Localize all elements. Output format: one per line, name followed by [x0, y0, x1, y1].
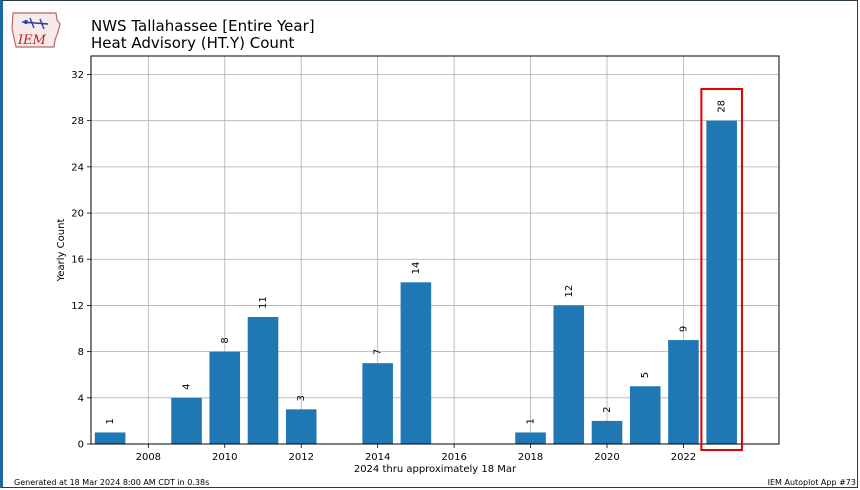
bar-value-label: 9 — [678, 326, 689, 332]
autoplot-app-label: IEM Autoplot App #73 — [767, 478, 856, 487]
bar-value-label: 11 — [258, 296, 269, 309]
iem-logo-icon: IEM — [11, 12, 61, 48]
bar-2019 — [553, 305, 585, 444]
bar-value-label: 1 — [105, 418, 116, 424]
bars — [94, 120, 737, 445]
x-tick-label: 2016 — [441, 452, 466, 463]
bar-2020 — [591, 420, 623, 444]
bar-value-label: 5 — [640, 372, 651, 378]
logo-text: IEM — [17, 33, 47, 48]
y-tick-label: 16 — [71, 255, 84, 266]
x-tick-label: 2012 — [288, 452, 313, 463]
bar-2007 — [94, 432, 126, 444]
bar-2023 — [706, 120, 737, 445]
y-axis-label: Yearly Count — [56, 219, 67, 283]
bar-2012 — [285, 409, 317, 444]
y-tick-label: 8 — [78, 347, 84, 358]
bar-value-label: 28 — [717, 100, 728, 113]
plot-area-border — [90, 55, 780, 445]
y-tick-label: 24 — [71, 162, 84, 173]
bar-2014 — [362, 363, 393, 444]
bar-value-label: 8 — [220, 337, 231, 343]
bar-value-label: 4 — [182, 383, 193, 389]
bar-value-label: 12 — [564, 285, 575, 298]
y-tick-label: 20 — [71, 209, 84, 220]
generated-timestamp: Generated at 18 Mar 2024 8:00 AM CDT in … — [14, 478, 210, 487]
x-tick-label: 2010 — [212, 452, 237, 463]
bar-2009 — [171, 397, 202, 444]
x-tick-label: 2008 — [136, 452, 161, 463]
bar-value-label: 2 — [602, 407, 613, 413]
chart-subtitle: Heat Advisory (HT.Y) Count — [91, 34, 295, 52]
bar-2015 — [400, 282, 432, 444]
x-tick-label: 2022 — [671, 452, 696, 463]
bar-2011 — [247, 316, 279, 444]
x-tick-label: 2014 — [365, 452, 390, 463]
bar-value-label: 3 — [296, 395, 307, 401]
iem-logo: IEM — [10, 10, 62, 54]
y-tick-label: 0 — [78, 440, 84, 451]
y-tick-label: 32 — [71, 70, 84, 81]
bar-value-label: 1 — [526, 418, 537, 424]
y-tick-label: 12 — [71, 301, 84, 312]
bar-value-label: 7 — [373, 349, 384, 355]
x-tick-label: 2020 — [594, 452, 619, 463]
bar-value-label: 14 — [411, 262, 422, 275]
highlight-box — [700, 88, 743, 451]
y-tick-label: 4 — [78, 393, 84, 404]
x-tick-label: 2018 — [518, 452, 543, 463]
y-tick-label: 28 — [71, 116, 84, 127]
bar-2010 — [209, 351, 241, 444]
x-axis-label: 2024 thru approximately 18 Mar — [354, 464, 517, 475]
chart-title: NWS Tallahassee [Entire Year] — [91, 17, 315, 35]
bar-2022 — [668, 340, 699, 444]
bar-2018 — [515, 432, 546, 444]
bar-2021 — [629, 386, 661, 444]
